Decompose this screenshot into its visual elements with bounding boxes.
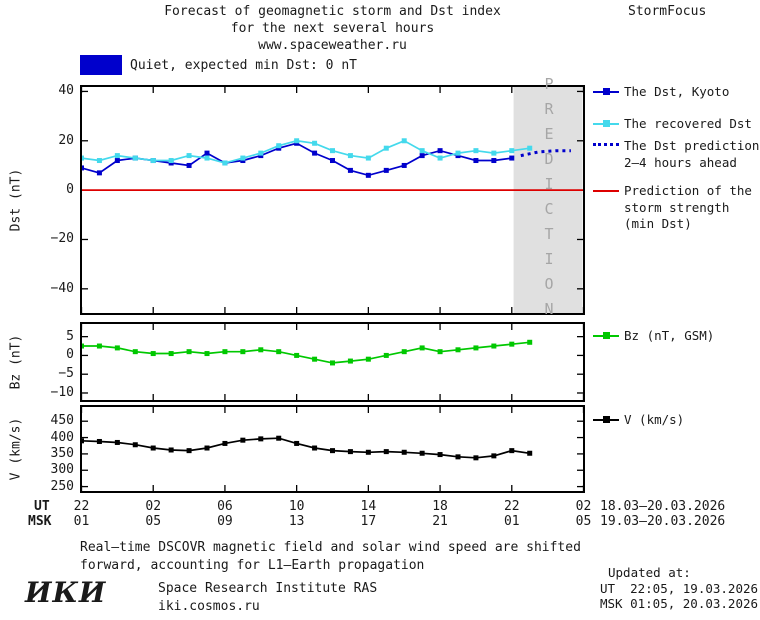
dst-prediction-dotted-line-icon [593,138,619,154]
legend-dst-prediction-label: The Dst prediction 2–4 hours ahead [624,138,760,170]
y-tick-label: 5 [66,328,74,344]
msk-tick-label: 21 [432,514,448,529]
updated-at-block: Updated at: UT 22:05, 19.03.2026 MSK 01:… [600,565,758,612]
propagation-note: Real–time DSCOVR magnetic field and sola… [80,540,581,573]
ut-tick-label: 02 [145,499,162,514]
y-tick-label: 0 [66,182,74,198]
ut-tick-label: 18 [432,499,448,514]
legend-recovered-dst-label: The recovered Dst [624,116,752,131]
dst-axis-label: Dst (nT) [8,168,24,232]
title-line-2: for the next several hours [230,21,435,36]
y-tick-label: 40 [58,83,74,99]
updated-label: Updated at: [608,565,691,580]
recovered-dst-line-icon [593,116,619,132]
website-url: www.spaceweather.ru [258,38,407,53]
legend-bz-label: Bz (nT, GSM) [624,328,715,343]
v-line-icon [593,412,619,428]
title-line-1: Forecast of geomagnetic storm and Dst in… [164,4,501,19]
ut-tick-label: 10 [288,499,305,514]
y-tick-label: −5 [58,366,74,382]
quiet-status-swatch [80,55,122,75]
v-plot [80,405,585,493]
status-text: Quiet, expected min Dst: 0 nT [130,58,357,73]
legend-dst-prediction: The Dst prediction 2–4 hours ahead [593,138,759,171]
ut-tick-label: 22 [73,499,90,514]
msk-tick-label: 05 [575,514,592,529]
y-tick-label: 300 [50,462,74,478]
legend-v: V (km/s) [593,412,684,429]
msk-row-label: MSK [28,514,52,529]
msk-tick-label: 13 [288,514,305,529]
bz-line-icon [593,328,619,344]
page-title: Forecast of geomagnetic storm and Dst in… [80,3,585,54]
ut-tick-label: 02 [575,499,592,514]
bz-plot [80,322,585,402]
legend-dst-kyoto-label: The Dst, Kyoto [624,84,730,99]
updated-ut: UT 22:05, 19.03.2026 [600,580,759,596]
institute-site: iki.cosmos.ru [158,599,260,614]
y-tick-label: −20 [50,231,74,247]
ut-row-label: UT [34,499,50,514]
updated-msk: MSK 01:05, 20.03.2026 [600,596,759,611]
msk-tick-label: 01 [73,514,90,529]
legend-recovered-dst: The recovered Dst [593,116,752,133]
y-tick-label: 0 [66,347,74,363]
msk-tick-label: 17 [360,514,377,529]
institute-name: Space Research Institute RAS [158,581,378,596]
y-tick-label: 450 [50,413,74,429]
iki-logo: ИКИ [25,576,107,609]
ut-date-range: 18.03–20.03.2026 [600,499,726,514]
y-tick-label: 250 [50,478,74,494]
bz-axis-label: Bz (nT) [8,334,24,390]
brand-label: StormFocus [628,4,707,19]
legend-v-label: V (km/s) [624,412,685,427]
legend-storm-strength-label: Prediction of the storm strength (min Ds… [624,183,752,231]
msk-date-range: 19.03–20.03.2026 [600,514,726,529]
msk-tick-label: 05 [145,514,162,529]
msk-tick-label: 09 [217,514,233,529]
y-tick-label: −40 [50,280,74,296]
ut-tick-label: 14 [360,499,377,514]
ut-tick-label: 22 [503,499,520,514]
dst-plot [80,85,585,315]
y-tick-label: 350 [50,445,74,461]
y-tick-label: −10 [50,384,74,400]
storm-strength-line-icon [593,183,619,199]
legend-storm-strength: Prediction of the storm strength (min Ds… [593,183,752,233]
ut-tick-label: 06 [217,499,233,514]
y-tick-label: 20 [58,132,74,148]
y-tick-label: 400 [50,429,74,445]
legend-dst-kyoto: The Dst, Kyoto [593,84,729,101]
legend-bz: Bz (nT, GSM) [593,328,714,345]
dst-kyoto-line-icon [593,84,619,100]
v-axis-label: V (km/s) [8,417,24,481]
msk-tick-label: 01 [503,514,520,529]
